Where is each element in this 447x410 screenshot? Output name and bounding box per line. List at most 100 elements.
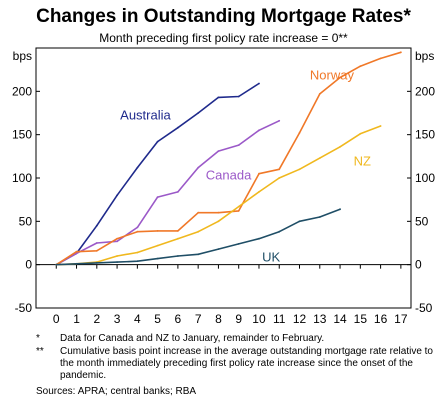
- data-point-uk: [75, 262, 78, 265]
- x-tick-label: 7: [195, 312, 202, 326]
- footnote-1-text: Data for Canada and NZ to January, remai…: [60, 333, 325, 344]
- data-point-uk: [318, 216, 321, 218]
- series-label-canada: Canada: [206, 167, 252, 182]
- data-point-norway: [258, 172, 260, 175]
- data-point-canada: [237, 144, 240, 147]
- data-point-nz: [197, 230, 200, 233]
- footnote-2-text: Cumulative basis point increase in the a…: [60, 346, 433, 381]
- data-point-uk: [339, 208, 341, 211]
- data-point-canada: [116, 240, 118, 243]
- data-point-canada: [136, 226, 139, 229]
- data-point-norway: [177, 230, 179, 232]
- x-tick-label: 9: [235, 312, 242, 326]
- data-point-uk: [55, 263, 58, 266]
- data-point-norway: [237, 210, 240, 212]
- footnote-1: * Data for Canada and NZ to January, rem…: [36, 333, 436, 345]
- data-point-nz: [237, 205, 240, 208]
- data-point-norway: [156, 230, 159, 232]
- x-tick-label: 5: [154, 312, 161, 326]
- data-point-canada: [75, 252, 78, 255]
- data-point-nz: [278, 177, 281, 179]
- y-tick-label-left: 200: [12, 84, 32, 98]
- footnote-2-mark: **: [36, 346, 44, 357]
- series-line-nz: [56, 125, 381, 266]
- y-tick-label-left: 100: [12, 171, 32, 185]
- x-tick-label: 15: [354, 312, 368, 326]
- series-line-uk: [56, 208, 341, 266]
- data-point-norway: [400, 51, 402, 54]
- data-point-canada: [156, 196, 159, 199]
- data-point-norway: [136, 230, 139, 233]
- data-point-australia: [237, 95, 240, 98]
- y-tick-label-right: 200: [415, 84, 435, 98]
- data-point-australia: [156, 140, 159, 143]
- data-point-uk: [237, 243, 240, 245]
- x-tick-label: 2: [93, 312, 100, 326]
- data-point-norway: [197, 211, 200, 214]
- data-point-norway: [75, 250, 78, 253]
- data-point-uk: [278, 230, 281, 233]
- data-point-australia: [136, 166, 139, 169]
- chart-subtitle: Month preceding first policy rate increa…: [99, 31, 348, 45]
- data-point-australia: [116, 194, 118, 197]
- x-tick-label: 0: [53, 312, 60, 326]
- data-point-nz: [258, 191, 260, 193]
- data-point-nz: [177, 237, 179, 240]
- data-point-nz: [298, 168, 301, 171]
- x-tick-label: 1: [73, 312, 80, 326]
- data-point-uk: [156, 257, 159, 260]
- data-point-nz: [217, 220, 220, 223]
- footnote-1-mark: *: [36, 333, 40, 344]
- x-tick-label: 11: [273, 312, 286, 326]
- x-tick-label: 10: [252, 312, 266, 326]
- series-line-canada: [55, 120, 280, 266]
- series-line-norway: [55, 51, 402, 266]
- x-tick-label: 14: [333, 312, 347, 326]
- y-tick-label-right: 150: [415, 128, 435, 142]
- series-label-nz: NZ: [354, 154, 371, 169]
- y-tick-label-left: 150: [12, 128, 32, 142]
- data-point-nz: [156, 244, 159, 247]
- x-tick-label: 3: [114, 312, 121, 326]
- data-point-nz: [318, 157, 321, 160]
- data-point-australia: [177, 126, 179, 129]
- data-point-norway: [116, 237, 118, 240]
- data-point-uk: [116, 261, 118, 263]
- data-point-norway: [298, 132, 301, 134]
- data-point-nz: [136, 251, 139, 254]
- data-point-norway: [278, 168, 281, 171]
- data-point-nz: [116, 255, 118, 257]
- data-point-norway: [379, 57, 382, 60]
- series-label-australia: Australia: [120, 108, 171, 123]
- data-point-australia: [95, 224, 98, 227]
- data-point-norway: [217, 211, 220, 214]
- x-tick-label: 6: [175, 312, 182, 326]
- data-point-norway: [359, 65, 362, 68]
- data-point-uk: [95, 262, 98, 264]
- data-point-canada: [217, 150, 220, 153]
- data-point-nz: [379, 125, 382, 127]
- y-tick-label-right: -50: [415, 301, 433, 315]
- y-unit-right: bps: [415, 49, 434, 63]
- footnote-2: ** Cumulative basis point increase in th…: [36, 346, 436, 384]
- data-point-canada: [95, 242, 98, 244]
- data-point-uk: [136, 260, 139, 263]
- x-tick-label: 13: [313, 312, 327, 326]
- data-point-norway: [339, 76, 341, 79]
- y-tick-label-right: 100: [415, 171, 435, 185]
- x-tick-label: 8: [215, 312, 222, 326]
- data-point-uk: [258, 237, 260, 240]
- data-point-norway: [95, 249, 98, 252]
- data-point-uk: [177, 255, 179, 257]
- x-tick-label: 4: [134, 312, 141, 326]
- data-point-uk: [217, 248, 220, 251]
- data-point-uk: [197, 253, 200, 256]
- data-point-australia: [197, 112, 200, 114]
- y-tick-label-left: 0: [25, 258, 32, 272]
- data-point-uk: [298, 220, 301, 223]
- data-point-nz: [339, 145, 341, 148]
- series-label-uk: UK: [262, 250, 280, 265]
- data-point-nz: [359, 132, 362, 135]
- data-point-canada: [197, 166, 200, 169]
